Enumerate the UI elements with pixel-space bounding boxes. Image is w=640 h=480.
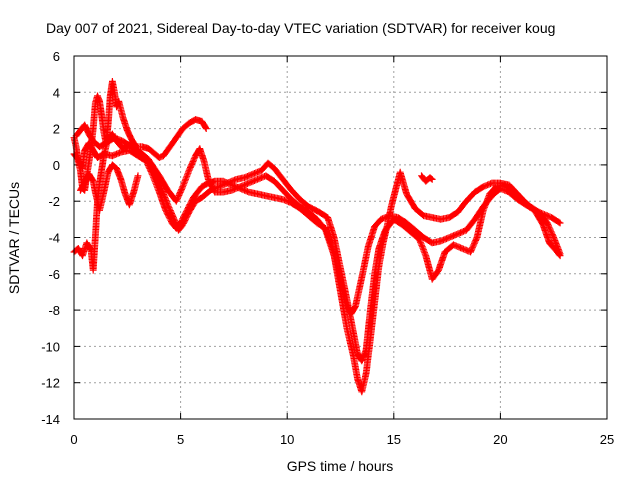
series-track-5 (77, 161, 142, 214)
y-tick-label: -14 (41, 412, 60, 427)
y-tick-label: 2 (53, 122, 60, 137)
x-tick-label: 10 (280, 432, 294, 447)
y-tick-label: 4 (53, 85, 60, 100)
y-tick-label: 6 (53, 49, 60, 64)
x-tick-label: 5 (177, 432, 184, 447)
data-series (70, 78, 564, 396)
x-axis: 0 5 10 15 20 25 (70, 56, 614, 447)
x-tick-label: 25 (600, 432, 614, 447)
x-tick-label: 0 (70, 432, 77, 447)
y-tick-label: -8 (48, 303, 60, 318)
series-track-1 (70, 139, 564, 318)
x-tick-label: 15 (387, 432, 401, 447)
y-tick-label: -4 (48, 231, 60, 246)
y-tick-label: 0 (53, 158, 60, 173)
series-track-3 (70, 130, 564, 396)
series-marks (70, 130, 564, 396)
y-tick-label: -12 (41, 376, 60, 391)
series-marks (70, 139, 564, 318)
x-axis-label: GPS time / hours (287, 458, 394, 474)
series-track-6 (418, 172, 436, 185)
chart-title: Day 007 of 2021, Sidereal Day-to-day VTE… (46, 20, 555, 36)
y-axis: 6 4 2 0 -2 -4 -6 -8 -10 -12 -14 (41, 49, 607, 427)
series-marks (418, 172, 436, 185)
series-marks (77, 161, 142, 214)
y-tick-label: -6 (48, 267, 60, 282)
grid-lines (74, 56, 607, 419)
y-tick-label: -2 (48, 194, 60, 209)
y-axis-label: SDTVAR / TECUs (6, 182, 22, 294)
x-tick-label: 20 (493, 432, 507, 447)
y-tick-label: -10 (41, 339, 60, 354)
plot-frame (73, 55, 608, 420)
